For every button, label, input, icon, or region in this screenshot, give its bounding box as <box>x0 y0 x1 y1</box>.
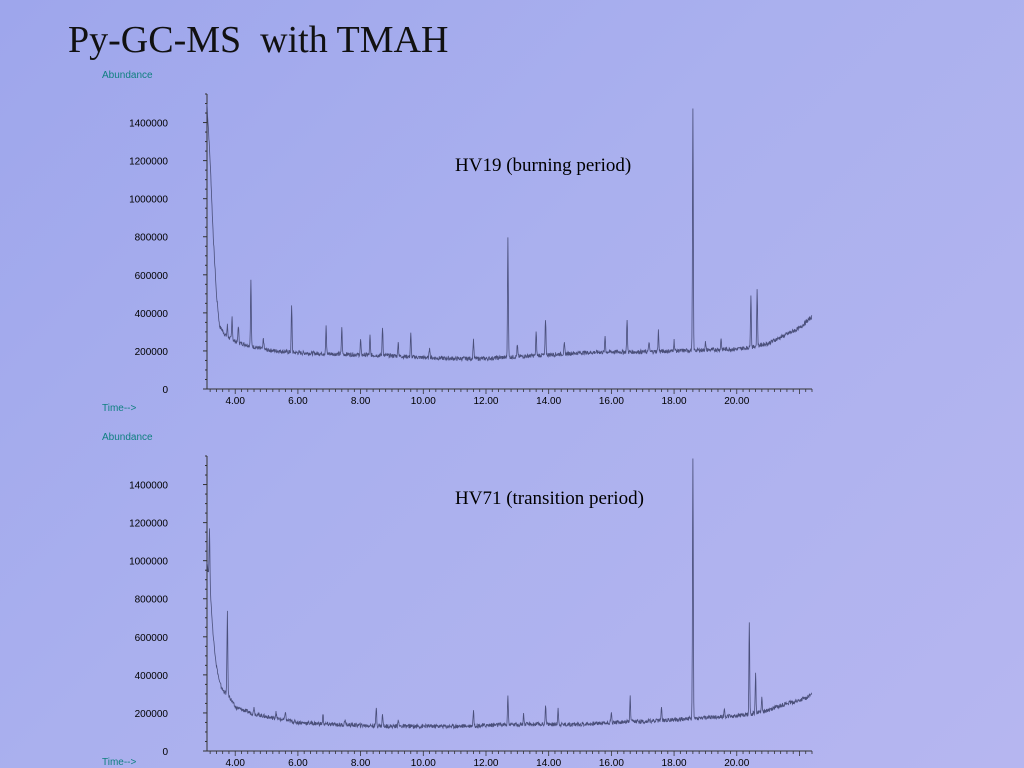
slide-title: Py-GC-MS with TMAH <box>68 19 449 61</box>
chromatogram-hv71: Abundance Time--> 0 200000 400000 600000 80000… <box>102 432 813 768</box>
x-tick-label: 8.00 <box>351 758 371 768</box>
y-tick-label: 1000000 <box>129 557 168 568</box>
y-tick-label: 200000 <box>135 709 169 720</box>
y-tick-label: 0 <box>162 385 168 396</box>
y-tick-label: 1400000 <box>129 481 168 492</box>
y-tick-label: 0 <box>162 747 168 758</box>
y-tick-label: 400000 <box>135 309 169 320</box>
x-tick-label: 14.00 <box>536 396 561 407</box>
y-tick-label: 1000000 <box>129 195 168 206</box>
y-tick-label: 1200000 <box>129 157 168 168</box>
y-tick-label: 200000 <box>135 347 169 358</box>
x-tick-label: 16.00 <box>599 758 624 768</box>
sample-annotation: HV71 (transition period) <box>455 488 644 509</box>
x-tick-label: 12.00 <box>473 758 498 768</box>
x-tick-label: 18.00 <box>662 396 687 407</box>
sample-annotation: HV19 (burning period) <box>455 155 631 176</box>
y-tick-label: 600000 <box>135 633 169 644</box>
x-tick-label: 14.00 <box>536 758 561 768</box>
y-tick-label: 1400000 <box>129 119 168 130</box>
x-tick-label: 12.00 <box>473 396 498 407</box>
x-axis-label: Time--> <box>102 757 137 768</box>
chromatogram-trace <box>206 103 813 363</box>
x-tick-label: 4.00 <box>225 396 245 407</box>
x-tick-label: 10.00 <box>411 758 436 768</box>
x-tick-label: 6.00 <box>288 396 308 407</box>
x-tick-label: 16.00 <box>599 396 624 407</box>
x-tick-label: 4.00 <box>225 758 245 768</box>
y-tick-label: 1200000 <box>129 519 168 530</box>
y-axis-label: Abundance <box>102 70 153 81</box>
x-axis-label: Time--> <box>102 403 137 414</box>
x-tick-label: 6.00 <box>288 758 308 768</box>
x-tick-label: 18.00 <box>662 758 687 768</box>
chromatogram-trace <box>206 458 813 730</box>
chromatogram-hv19: Abundance Time--> 0 200000 400000 600000 80000… <box>102 70 813 414</box>
y-tick-label: 400000 <box>135 671 169 682</box>
x-tick-label: 8.00 <box>351 396 371 407</box>
y-tick-label: 600000 <box>135 271 169 282</box>
x-tick-label: 20.00 <box>724 396 749 407</box>
y-tick-label: 800000 <box>135 595 169 606</box>
x-tick-label: 20.00 <box>724 758 749 768</box>
x-tick-label: 10.00 <box>411 396 436 407</box>
y-tick-label: 800000 <box>135 233 169 244</box>
y-axis-label: Abundance <box>102 432 153 443</box>
